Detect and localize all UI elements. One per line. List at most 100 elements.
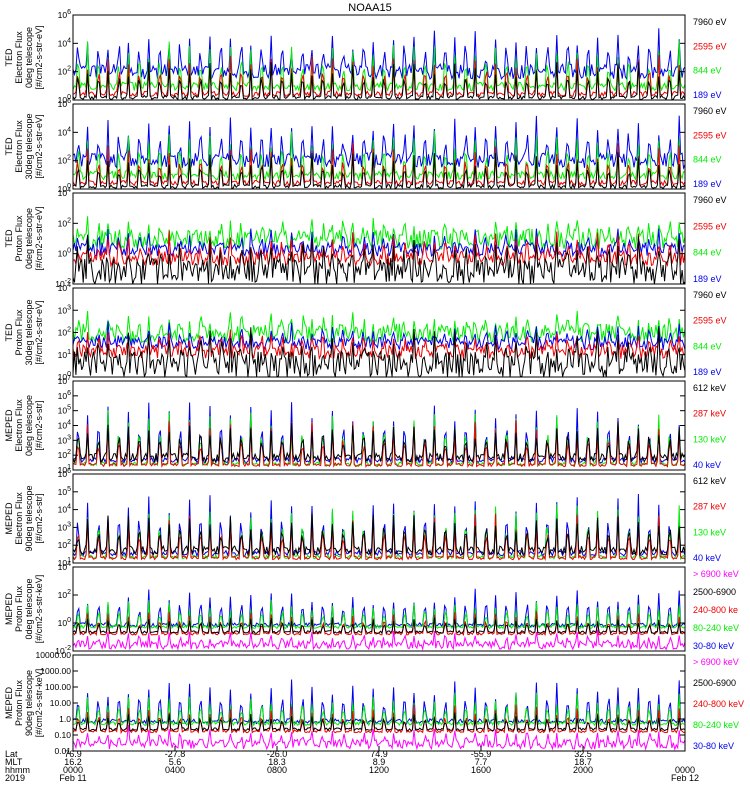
- y-axis-label-line: Electron Flux: [14, 492, 24, 545]
- trace-group: [73, 493, 685, 562]
- series-green-trace: [73, 40, 685, 93]
- y-axis-label: TEDElectron Flux0deg telescope[#/cm2-s-s…: [4, 25, 44, 89]
- legend-entry: 2500-6900: [693, 587, 736, 597]
- series-red-trace: [73, 513, 685, 562]
- y-tick-label: 100: [58, 371, 71, 382]
- y-axis-label-line: 0deg telescope: [24, 27, 34, 88]
- panel-frame: [72, 103, 686, 190]
- panel-5: 101 102 103 104 105 106 107 MEPEDElectron Flux0…: [4, 375, 726, 475]
- y-tick-label: 100.00: [45, 682, 71, 692]
- x-tick-label: 0400: [165, 765, 185, 775]
- y-axis-label-line: 90deg telescope: [24, 485, 34, 551]
- y-axis-label-line: TED: [4, 48, 14, 67]
- y-tick-label: 0.10: [54, 730, 71, 740]
- series-green-trace: [73, 692, 685, 728]
- legend-entry: 40 keV: [693, 460, 721, 470]
- x-tick-label: Feb 11: [59, 773, 86, 783]
- legend-entry: 612 keV: [693, 476, 726, 486]
- y-tick-label: 107: [58, 375, 71, 386]
- legend-entry: 30-80 keV: [693, 741, 734, 751]
- y-tick-label: 104: [58, 420, 71, 431]
- y-axis-label-line: Proton Flux: [14, 309, 24, 356]
- legend-entry: 7960 eV: [693, 106, 727, 116]
- y-axis-label: TEDElectron Flux30deg telescope[#/cm2-s-…: [4, 113, 44, 179]
- series-red-trace: [73, 704, 685, 735]
- y-axis-label-line: 90deg telescope: [24, 670, 34, 736]
- x-tick-label: 76.9: [64, 749, 82, 759]
- x-row-label: MLT: [5, 757, 23, 767]
- panel-frame: [72, 192, 686, 285]
- y-axis-label: MEPEDProton Flux0deg telescope[#/cm2-s-s…: [4, 575, 44, 644]
- trace-group: [73, 588, 685, 651]
- legend-entry: 2595 eV: [693, 130, 727, 140]
- x-tick-label: 1200: [369, 765, 389, 775]
- y-axis-label-line: Electron Flux: [14, 399, 24, 452]
- series-red-trace: [73, 55, 685, 98]
- series-green-trace: [73, 410, 685, 468]
- series-blue-trace: [73, 493, 685, 558]
- y-tick-label: 104: [58, 282, 71, 293]
- figure-title: NOAA15: [348, 2, 391, 14]
- panel-4: 100 101 102 103 104 TEDProton Flux30deg teles…: [4, 282, 727, 382]
- legend-entry: 7960 eV: [693, 195, 727, 205]
- legend-entry: 240-800 ke: [693, 605, 738, 615]
- legend-entry: 7960 eV: [693, 17, 727, 27]
- y-tick-label: 105: [58, 486, 71, 497]
- legend-entry: 189 eV: [693, 274, 722, 284]
- y-axis-label-line: MEPED: [4, 409, 14, 442]
- trace-group: [73, 679, 685, 751]
- series-blue-trace: [73, 402, 685, 465]
- legend-entry: 287 keV: [693, 502, 726, 512]
- series-black-trace: [73, 712, 685, 733]
- x-tick-label: 18.3: [268, 757, 286, 767]
- x-row-label: hhmm: [5, 765, 30, 775]
- series-magenta-trace: [73, 629, 685, 651]
- y-axis-label-line: [#/cm2-s-str-eV]: [34, 114, 44, 178]
- panel-frame: [72, 566, 686, 652]
- x-tick-label: 7.7: [475, 757, 488, 767]
- y-tick-label: 1.0: [59, 714, 71, 724]
- x-tick-label: 1600: [471, 765, 491, 775]
- y-tick-label: 104: [58, 126, 71, 137]
- x-tick-label: 18.7: [574, 757, 592, 767]
- y-tick-label: 103: [58, 434, 71, 445]
- y-axis-label: MEPEDProton Flux90deg telescope[#/cm2-s-…: [4, 669, 44, 738]
- legend-entry: 2500-6900: [693, 678, 736, 688]
- legend-entry: 844 eV: [693, 248, 722, 258]
- series-red-trace: [73, 420, 685, 468]
- panel-frame: [72, 654, 686, 752]
- y-tick-label: 106: [58, 390, 71, 401]
- y-axis-label-line: [#/cm2-s-str-keV]: [34, 575, 44, 644]
- x-row-label: Lat: [5, 749, 18, 759]
- legend-entry: > 6900 keV: [693, 657, 739, 667]
- y-tick-label: 103: [58, 521, 71, 532]
- y-axis-label-line: Proton Flux: [14, 215, 24, 262]
- legend-entry: 40 keV: [693, 553, 721, 563]
- trace-group: [73, 115, 685, 189]
- series-black-trace: [73, 513, 685, 557]
- x-tick-label: 5.6: [169, 757, 182, 767]
- y-axis-label-line: 0deg telescope: [24, 395, 34, 456]
- panel-7: 10-2 100 102 104 MEPEDProton Flux0deg telesc…: [4, 561, 739, 656]
- legend-entry: 80-240 keV: [693, 623, 739, 633]
- y-tick-label: 106: [58, 468, 71, 479]
- x-tick-label: -27.8: [165, 749, 186, 759]
- y-axis-label-line: [#/cm2-s-str]: [34, 400, 44, 450]
- x-tick-label: -55.9: [471, 749, 492, 759]
- legend-entry: 130 keV: [693, 527, 726, 537]
- x-tick-label: 0800: [267, 765, 287, 775]
- y-tick-label: 102: [58, 589, 71, 600]
- legend-entry: 189 eV: [693, 367, 722, 377]
- series-blue-trace: [73, 679, 685, 726]
- y-tick-label: 102: [58, 155, 71, 166]
- y-tick-label: 104: [58, 37, 71, 48]
- legend-entry: 189 eV: [693, 179, 722, 189]
- legend-entry: 7960 eV: [693, 290, 727, 300]
- y-axis-label-line: MEPED: [4, 687, 14, 720]
- series-green-trace: [73, 310, 685, 344]
- panel-3: 10-2 100 102 104 TEDProton Flux0deg telescop…: [4, 187, 727, 289]
- x-tick-label: 32.5: [574, 749, 592, 759]
- legend-entry: 2595 eV: [693, 221, 727, 231]
- series-blue-trace: [73, 588, 685, 629]
